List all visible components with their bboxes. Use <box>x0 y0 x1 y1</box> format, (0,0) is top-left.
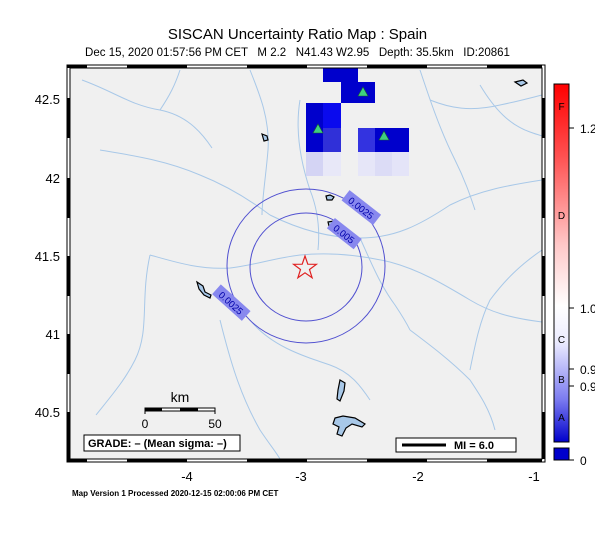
uncertainty-grid <box>306 68 409 176</box>
lon-axis: -4 -3 -2 -1 <box>181 469 540 484</box>
colorbar: F D C B A 1.2 1.0 0.9 0.9 0 <box>553 83 595 468</box>
colorbar-gradient <box>553 83 570 443</box>
scale-tick-0: 0 <box>142 417 149 431</box>
grade-letter: D <box>558 211 565 222</box>
contour-inner <box>249 212 363 322</box>
mi-legend: MI = 6.0 <box>395 437 517 453</box>
colorbar-value: 0.9 <box>580 363 595 377</box>
station-triangle-icon[interactable] <box>378 130 390 141</box>
map-frame <box>66 64 546 463</box>
grade-letter: F <box>558 102 564 113</box>
epicenter-star-icon[interactable] <box>291 254 319 280</box>
stations <box>312 86 390 141</box>
station-triangle-icon[interactable] <box>312 123 324 134</box>
lat-tick: 40.5 <box>35 405 60 420</box>
scale-tick-50: 50 <box>208 417 222 431</box>
processed-footer: Map Version 1 Processed 2020-12-15 02:00… <box>72 489 279 498</box>
lat-tick: 42.5 <box>35 92 60 107</box>
event-subtitle: Dec 15, 2020 01:57:56 PM CET M 2.2 N41.4… <box>85 47 510 59</box>
station-triangle-icon[interactable] <box>357 86 369 97</box>
map-title: SISCAN Uncertainty Ratio Map : Spain <box>167 26 428 43</box>
lon-tick: -3 <box>295 469 307 484</box>
scale-unit: km <box>171 389 190 405</box>
contour-labels: 0.0025 0.005 0.0025 <box>212 190 382 321</box>
lat-tick: 42 <box>46 171 60 186</box>
lon-tick: -4 <box>181 469 193 484</box>
lon-tick: -2 <box>412 469 424 484</box>
lat-tick: 41 <box>46 327 60 342</box>
rivers <box>81 69 542 459</box>
colorbar-value: 0 <box>580 454 587 468</box>
contours <box>226 188 386 344</box>
scale-bar: km 0 50 <box>142 389 222 431</box>
grade-letter: A <box>558 413 565 424</box>
grade-box: GRADE: – (Mean sigma: –) <box>83 434 241 452</box>
map-panel[interactable]: 0.0025 0.005 0.0025 km <box>70 68 542 459</box>
grade-letter: C <box>558 335 565 346</box>
lat-tick: 41.5 <box>35 249 60 264</box>
contour-outer <box>226 188 386 344</box>
lat-axis: 42.5 42 41.5 41 40.5 <box>35 92 60 420</box>
colorbar-value: 1.2 <box>580 122 595 136</box>
lon-tick: -1 <box>528 469 540 484</box>
grade-label: GRADE: – (Mean sigma: –) <box>88 438 227 450</box>
grade-letter: B <box>558 375 565 386</box>
colorbar-value: 1.0 <box>580 302 595 316</box>
colorbar-value: 0.9 <box>580 380 595 394</box>
mi-label: MI = 6.0 <box>454 440 494 452</box>
colorbar-floor-swatch <box>553 447 570 461</box>
